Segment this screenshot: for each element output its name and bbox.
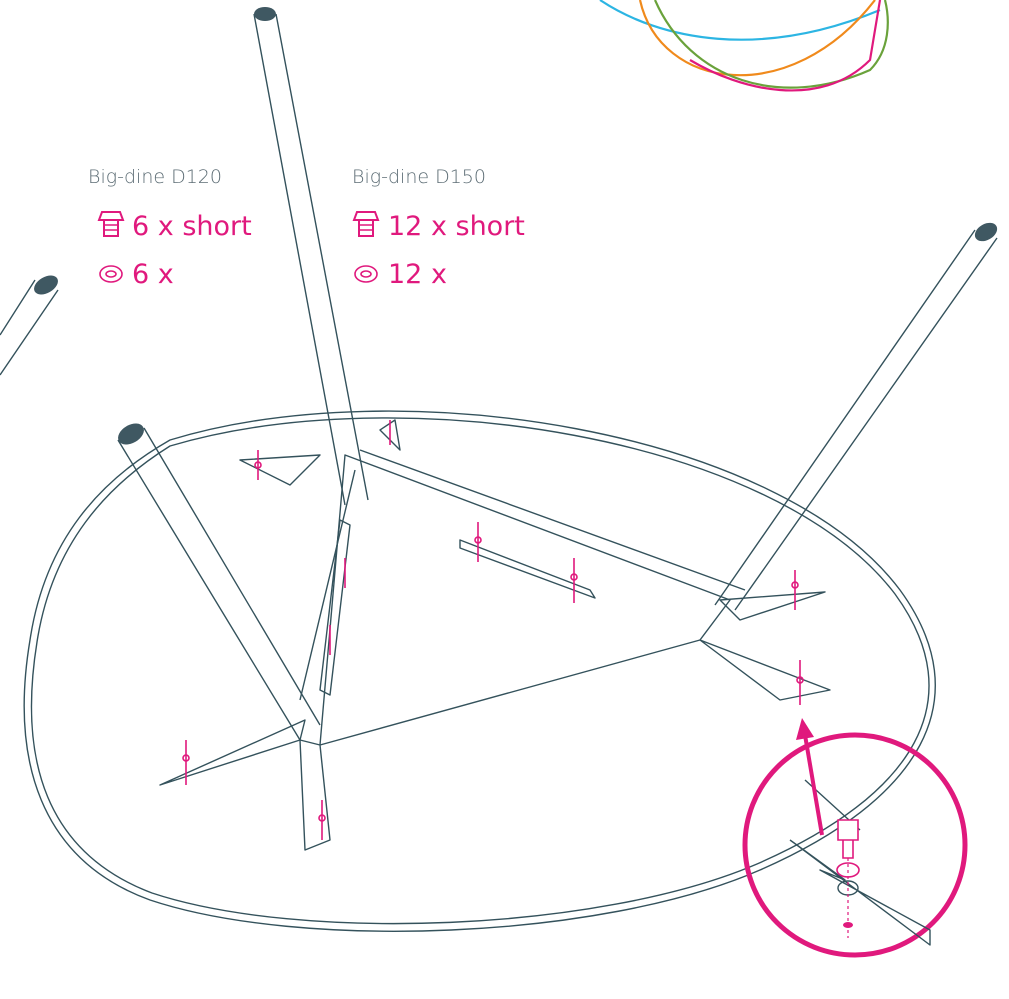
tabletop [24,411,935,931]
washer-quantity: 12 x [388,259,447,290]
washer-quantity: 6 x [132,259,174,290]
legs [0,7,1000,740]
bolt-quantity: 6 x short [132,211,252,242]
bolt-markers [183,420,803,840]
variant-title: Big-dine D150 [352,166,486,188]
frame [160,420,830,850]
variant-title: Big-dine D120 [88,166,222,188]
magnifier [745,718,965,955]
assembly-diagram: Big-dine D120 6 x short 6 x Big-dine D15… [0,0,1009,999]
decorative-curves [600,0,888,90]
bolt-quantity: 12 x short [388,211,525,242]
